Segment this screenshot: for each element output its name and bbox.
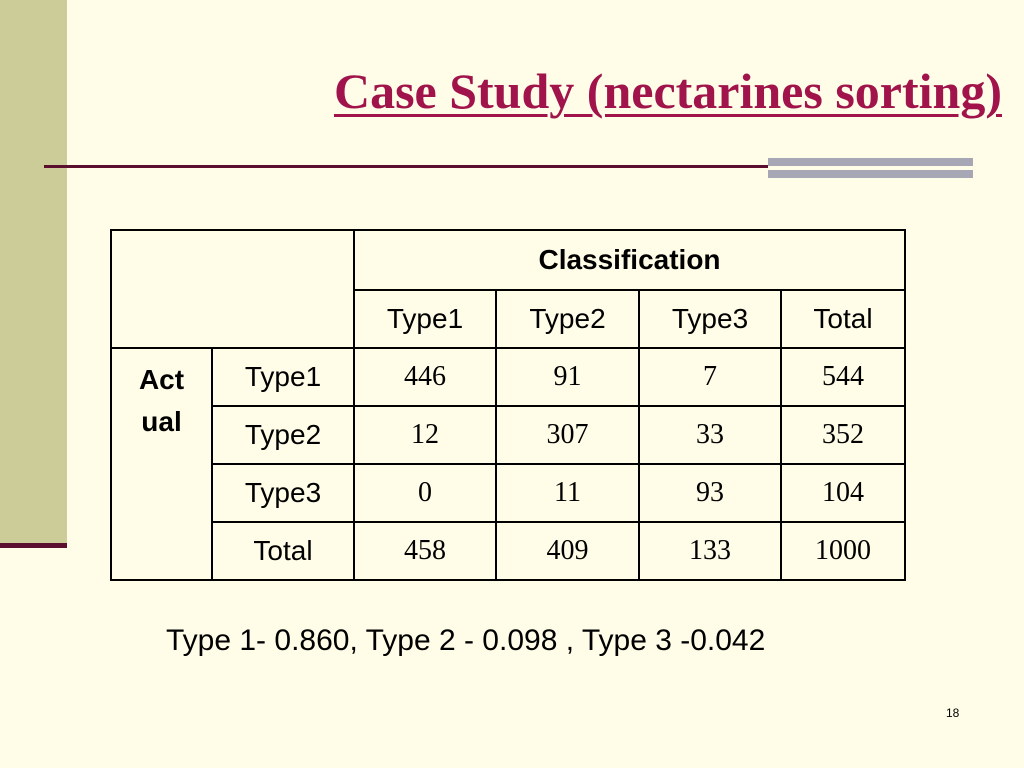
table-cell: 1000 xyxy=(780,521,906,581)
classification-header: Classification xyxy=(353,229,906,291)
table-cell: 33 xyxy=(638,405,782,465)
left-band-rule xyxy=(0,543,67,548)
accent-bar-top xyxy=(768,158,973,166)
page-number: 18 xyxy=(946,706,960,720)
table-cell: 93 xyxy=(638,463,782,523)
empty-corner-cell xyxy=(110,229,355,349)
confusion-matrix-table: Classification Type1 Type2 Type3 Total A… xyxy=(110,229,906,581)
summary-text: Type 1- 0.860, Type 2 - 0.098 , Type 3 -… xyxy=(166,624,766,657)
table-cell: 91 xyxy=(495,347,640,407)
slide-title: Case Study (nectarines sorting) xyxy=(333,63,1002,119)
table-row: Type2 12 307 33 352 xyxy=(111,405,906,465)
table-cell: 544 xyxy=(780,347,906,407)
row-header: Type2 xyxy=(211,405,355,465)
table-cell: 12 xyxy=(353,405,497,465)
table-cell: 11 xyxy=(495,463,640,523)
table-cell: 409 xyxy=(495,521,640,581)
column-header: Type1 xyxy=(353,289,497,349)
table-row: Act ual Type1 446 91 7 544 xyxy=(110,347,906,581)
table-row: Type3 0 11 93 104 xyxy=(111,463,906,523)
column-header: Type2 xyxy=(495,289,640,349)
table-cell: 0 xyxy=(353,463,497,523)
row-header: Type1 xyxy=(211,347,355,407)
title-accent-bars xyxy=(768,158,973,179)
table-cell: 458 xyxy=(353,521,497,581)
row-header: Type3 xyxy=(211,463,355,523)
actual-row-header: Act ual xyxy=(110,347,213,581)
table-cell: 7 xyxy=(638,347,782,407)
table-header-row-1: Classification xyxy=(110,229,906,349)
table-cell: 446 xyxy=(353,347,497,407)
table-cell: 133 xyxy=(638,521,782,581)
row-header: Total xyxy=(211,521,355,581)
table-cell: 352 xyxy=(780,405,906,465)
actual-label-line: ual xyxy=(141,406,182,437)
table-header-row-2: Type1 Type2 Type3 Total xyxy=(111,289,906,349)
actual-label-line: Act xyxy=(138,364,185,395)
accent-bar-bottom xyxy=(768,170,973,178)
table-cell: 307 xyxy=(495,405,640,465)
column-header: Type3 xyxy=(638,289,782,349)
table-cell: 104 xyxy=(780,463,906,523)
column-header: Total xyxy=(780,289,906,349)
title-rule xyxy=(44,165,768,168)
table-row-total: Total 458 409 133 1000 xyxy=(111,521,906,581)
left-decorative-band xyxy=(0,0,67,546)
